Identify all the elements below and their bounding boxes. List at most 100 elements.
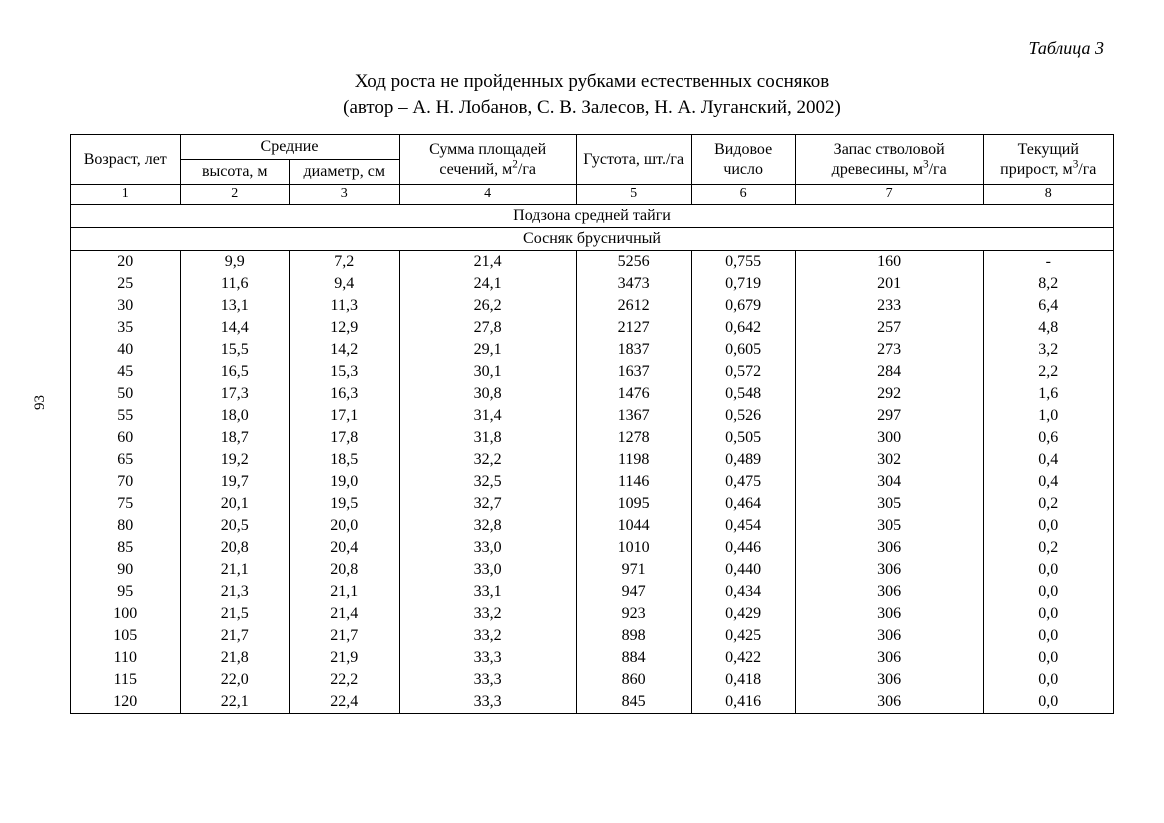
cell: 0,440 (691, 559, 795, 581)
column-number: 2 (180, 185, 290, 205)
cell: 306 (795, 559, 983, 581)
cell: 32,8 (399, 515, 576, 537)
cell: 2127 (576, 317, 691, 339)
col-age: Возраст, лет (71, 135, 181, 185)
cell: 0,0 (983, 647, 1113, 669)
cell: 947 (576, 581, 691, 603)
cell: 75 (71, 493, 181, 515)
cell: 306 (795, 537, 983, 559)
cell: 0,0 (983, 691, 1113, 714)
cell: 26,2 (399, 295, 576, 317)
cell: 0,454 (691, 515, 795, 537)
cell: 1,6 (983, 383, 1113, 405)
cell: 0,0 (983, 559, 1113, 581)
cell: 0,2 (983, 537, 1113, 559)
cell: 3473 (576, 273, 691, 295)
cell: 27,8 (399, 317, 576, 339)
table-row: 7520,119,532,710950,4643050,2 (71, 493, 1114, 515)
cell: 233 (795, 295, 983, 317)
cell: 1198 (576, 449, 691, 471)
cell: 19,0 (290, 471, 400, 493)
cell: 257 (795, 317, 983, 339)
cell: 3,2 (983, 339, 1113, 361)
cell: 24,1 (399, 273, 576, 295)
cell: 45 (71, 361, 181, 383)
cell: 22,4 (290, 691, 400, 714)
table-row: 4015,514,229,118370,6052733,2 (71, 339, 1114, 361)
cell: 306 (795, 581, 983, 603)
cell: 305 (795, 515, 983, 537)
cell: 9,9 (180, 250, 290, 273)
cell: 16,3 (290, 383, 400, 405)
cell: 60 (71, 427, 181, 449)
cell: 0,605 (691, 339, 795, 361)
cell: 65 (71, 449, 181, 471)
cell: 15,5 (180, 339, 290, 361)
cell: 30,8 (399, 383, 576, 405)
section-forest-type-label: Сосняк брусничный (71, 227, 1114, 250)
column-number: 7 (795, 185, 983, 205)
table-header: Возраст, лет Средние Сумма площадей сече… (71, 135, 1114, 185)
cell: 70 (71, 471, 181, 493)
cell: 1,0 (983, 405, 1113, 427)
cell: 20 (71, 250, 181, 273)
cell: 17,8 (290, 427, 400, 449)
cell: 0,0 (983, 515, 1113, 537)
col-stock: Запас стволовой древесины, м3/га (795, 135, 983, 185)
cell: 0,642 (691, 317, 795, 339)
section-subzone: Подзона средней тайги (71, 204, 1114, 227)
cell: 120 (71, 691, 181, 714)
cell: 33,3 (399, 669, 576, 691)
cell: 15,3 (290, 361, 400, 383)
col-diameter: диаметр, см (290, 160, 400, 185)
table-row: 3514,412,927,821270,6422574,8 (71, 317, 1114, 339)
cell: 30 (71, 295, 181, 317)
col-density: Густота, шт./га (576, 135, 691, 185)
cell: 20,8 (180, 537, 290, 559)
table-row: 2511,69,424,134730,7192018,2 (71, 273, 1114, 295)
cell: 33,0 (399, 559, 576, 581)
cell: 20,4 (290, 537, 400, 559)
cell: 1476 (576, 383, 691, 405)
cell: 2612 (576, 295, 691, 317)
table-row: 9521,321,133,19470,4343060,0 (71, 581, 1114, 603)
column-number: 4 (399, 185, 576, 205)
cell: 30,1 (399, 361, 576, 383)
cell: 273 (795, 339, 983, 361)
cell: 50 (71, 383, 181, 405)
cell: 21,4 (399, 250, 576, 273)
cell: 0,418 (691, 669, 795, 691)
cell: 32,5 (399, 471, 576, 493)
table-row: 11522,022,233,38600,4183060,0 (71, 669, 1114, 691)
col-area-sum: Сумма площадей сечений, м2/га (399, 135, 576, 185)
cell: 0,0 (983, 625, 1113, 647)
cell: 284 (795, 361, 983, 383)
cell: 100 (71, 603, 181, 625)
cell: 31,8 (399, 427, 576, 449)
cell: 0,489 (691, 449, 795, 471)
cell: 0,548 (691, 383, 795, 405)
cell: 0,464 (691, 493, 795, 515)
cell: 55 (71, 405, 181, 427)
cell: 1010 (576, 537, 691, 559)
cell: 33,0 (399, 537, 576, 559)
cell: 40 (71, 339, 181, 361)
cell: 923 (576, 603, 691, 625)
table-row: 8520,820,433,010100,4463060,2 (71, 537, 1114, 559)
cell: 306 (795, 691, 983, 714)
cell: 0,4 (983, 471, 1113, 493)
section-subzone-label: Подзона средней тайги (71, 204, 1114, 227)
cell: 20,5 (180, 515, 290, 537)
cell: 860 (576, 669, 691, 691)
cell: 33,2 (399, 625, 576, 647)
cell: 110 (71, 647, 181, 669)
table-row: 6018,717,831,812780,5053000,6 (71, 427, 1114, 449)
cell: 1044 (576, 515, 691, 537)
table-title: Ход роста не пройденных рубками естестве… (70, 69, 1114, 120)
cell: 0,425 (691, 625, 795, 647)
cell: 0,4 (983, 449, 1113, 471)
cell: 17,1 (290, 405, 400, 427)
section-forest-type: Сосняк брусничный (71, 227, 1114, 250)
cell: - (983, 250, 1113, 273)
col-increment: Текущий прирост, м3/га (983, 135, 1113, 185)
